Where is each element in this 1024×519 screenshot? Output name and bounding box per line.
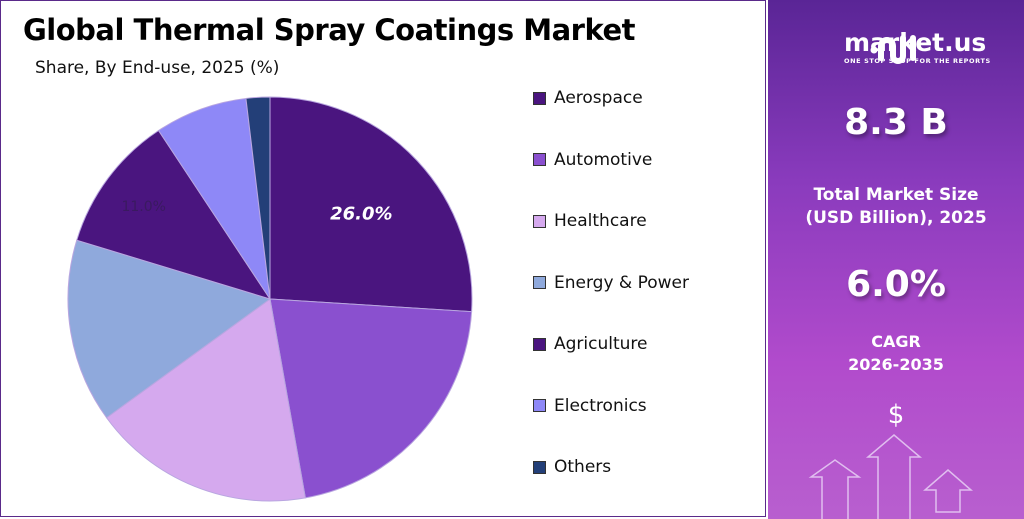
legend-item: Agriculture [533, 333, 648, 355]
legend-swatch [533, 214, 546, 228]
legend-swatch [533, 276, 546, 289]
pie-chart: 26.0% 11.0% [67, 96, 473, 502]
pie-slice-energy-power [67, 239, 272, 419]
summary-panel: market.us ONE STOP SHOP FOR THE REPORTS … [768, 0, 1024, 519]
legend-swatch [533, 337, 546, 351]
cagr-value: 6.0% [846, 264, 946, 305]
dollar-icon: $ [887, 400, 905, 430]
growth-arrows-icon [808, 434, 974, 519]
cagr-label-line2: 2026-2035 [848, 355, 944, 374]
legend-swatch [533, 460, 546, 474]
legend-item: Healthcare [533, 210, 647, 232]
legend-swatch [533, 399, 546, 412]
cagr-label-line1: CAGR [871, 332, 921, 351]
legend-label: Others [554, 457, 612, 477]
legend-item: Energy & Power [533, 272, 689, 294]
legend-label: Healthcare [554, 211, 647, 231]
market-size-value: 8.3 B [844, 102, 948, 143]
chart-panel: Global Thermal Spray Coatings Market Sha… [0, 0, 766, 517]
cagr-label: CAGR 2026-2035 [768, 330, 1024, 376]
legend-item: Electronics [533, 395, 647, 417]
legend-item: Automotive [533, 149, 652, 171]
pie-slice-others [245, 96, 271, 300]
legend-label: Energy & Power [554, 272, 689, 293]
market-size-label-line2: (USD Billion), 2025 [805, 208, 987, 228]
logo-tagline: ONE STOP SHOP FOR THE REPORTS [844, 57, 991, 65]
legend-swatch [533, 153, 546, 166]
market-size-label-line1: Total Market Size [813, 185, 979, 205]
logo-icon [870, 35, 916, 64]
data-label-agriculture: 11.0% [121, 199, 165, 215]
market-us-logo: market.us ONE STOP SHOP FOR THE REPORTS [782, 28, 1012, 68]
logo-text: market.us [844, 28, 987, 57]
chart-title: Global Thermal Spray Coatings Market [23, 13, 636, 47]
market-size-label: Total Market Size (USD Billion), 2025 [768, 184, 1024, 230]
legend-label: Automotive [554, 149, 653, 170]
legend-swatch [533, 91, 546, 105]
legend-label: Electronics [554, 395, 647, 416]
legend-label: Agriculture [554, 334, 648, 354]
pie-slice-automotive [269, 298, 473, 499]
data-label-aerospace: 26.0% [330, 203, 392, 224]
legend-item: Aerospace [533, 87, 643, 109]
pie-slice-aerospace [269, 96, 473, 313]
legend-label: Aerospace [554, 88, 643, 108]
chart-subtitle: Share, By End-use, 2025 (%) [35, 58, 280, 78]
legend-item: Others [533, 456, 611, 478]
pie-slice-healthcare [105, 298, 306, 502]
pie-slice-agriculture [76, 129, 272, 300]
